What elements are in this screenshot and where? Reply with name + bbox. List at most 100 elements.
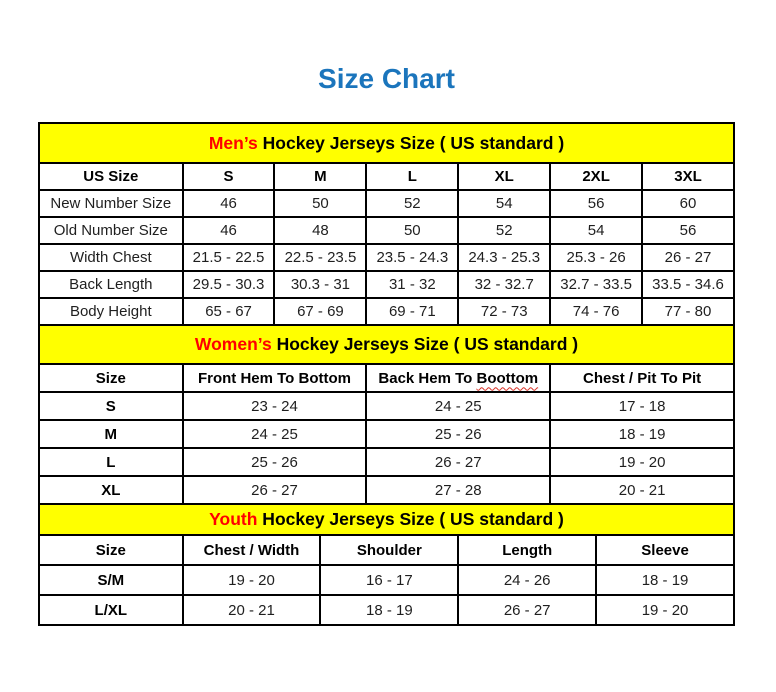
table-youth: Youth Hockey Jerseys Size ( US standard … [38, 503, 735, 626]
mens-row-label-3: Back Length [38, 270, 184, 299]
mens-col-header-0: US Size [38, 162, 184, 191]
womens-row-label-2: L [38, 447, 184, 477]
womens-row-label-3: XL [38, 475, 184, 505]
mens-cell-3-0: 29.5 - 30.3 [181, 270, 276, 299]
youth-cell-1-0: 20 - 21 [181, 594, 322, 626]
youth-cell-1-3: 19 - 20 [595, 594, 735, 626]
youth-section-heading: Youth Hockey Jerseys Size ( US standard … [38, 503, 735, 536]
womens-row-1: M 24 - 25 25 - 26 18 - 19 [38, 419, 735, 449]
mens-cell-4-2: 69 - 71 [365, 297, 460, 326]
womens-cell-0-1: 24 - 25 [365, 391, 552, 421]
page-title: Size Chart [318, 63, 455, 94]
womens-misspelled-word: Boottom [476, 369, 539, 387]
mens-cell-3-1: 30.3 - 31 [273, 270, 368, 299]
mens-cell-1-4: 54 [549, 216, 644, 245]
table-womens: Women’s Hockey Jerseys Size ( US standar… [38, 324, 735, 505]
womens-heading-row: Women’s Hockey Jerseys Size ( US standar… [38, 324, 735, 365]
mens-cell-2-4: 25.3 - 26 [549, 243, 644, 272]
mens-row-label-0: New Number Size [38, 189, 184, 218]
youth-cell-0-3: 18 - 19 [595, 564, 735, 596]
mens-cell-2-1: 22.5 - 23.5 [273, 243, 368, 272]
mens-col-header-2: M [273, 162, 368, 191]
youth-row-label-0: S/M [38, 564, 184, 596]
youth-col-header-3: Length [457, 534, 598, 566]
mens-cell-1-2: 50 [365, 216, 460, 245]
womens-cell-3-1: 27 - 28 [365, 475, 552, 505]
mens-header-row: US Size S M L XL 2XL 3XL [38, 162, 735, 191]
mens-col-header-5: 2XL [549, 162, 644, 191]
mens-cell-0-5: 60 [641, 189, 735, 218]
womens-row-0: S 23 - 24 24 - 25 17 - 18 [38, 391, 735, 421]
womens-section-heading: Women’s Hockey Jerseys Size ( US standar… [38, 324, 735, 365]
mens-col-header-6: 3XL [641, 162, 735, 191]
mens-cell-2-3: 24.3 - 25.3 [457, 243, 552, 272]
womens-cell-2-1: 26 - 27 [365, 447, 552, 477]
mens-cell-4-1: 67 - 69 [273, 297, 368, 326]
mens-cell-3-5: 33.5 - 34.6 [641, 270, 735, 299]
mens-row-label-2: Width Chest [38, 243, 184, 272]
mens-section-heading: Men’s Hockey Jerseys Size ( US standard … [38, 122, 735, 164]
youth-heading-row: Youth Hockey Jerseys Size ( US standard … [38, 503, 735, 536]
mens-cell-1-5: 56 [641, 216, 735, 245]
mens-row-3: Back Length 29.5 - 30.3 30.3 - 31 31 - 32 32… [38, 270, 735, 299]
womens-col-header-3: Chest / Pit To Pit [549, 363, 735, 393]
size-chart-tables: Men’s Hockey Jerseys Size ( US standard … [38, 122, 735, 626]
youth-header-row: Size Chest / Width Shoulder Length Sleeve [38, 534, 735, 566]
womens-header-row: Size Front Hem To Bottom Back Hem To Boott… [38, 363, 735, 393]
mens-row-1: Old Number Size 46 48 50 52 54 56 [38, 216, 735, 245]
mens-cell-0-0: 46 [181, 189, 276, 218]
mens-row-0: New Number Size 46 50 52 54 56 60 [38, 189, 735, 218]
youth-row-0: S/M 19 - 20 16 - 17 24 - 26 18 - 19 [38, 564, 735, 596]
youth-col-header-4: Sleeve [595, 534, 735, 566]
mens-cell-3-3: 32 - 32.7 [457, 270, 552, 299]
mens-cell-1-1: 48 [273, 216, 368, 245]
mens-row-4: Body Height 65 - 67 67 - 69 69 - 71 72 - 73 7… [38, 297, 735, 326]
youth-cell-0-2: 24 - 26 [457, 564, 598, 596]
womens-cell-2-2: 19 - 20 [549, 447, 735, 477]
mens-cell-3-2: 31 - 32 [365, 270, 460, 299]
womens-row-2: L 25 - 26 26 - 27 19 - 20 [38, 447, 735, 477]
womens-cell-3-0: 26 - 27 [181, 475, 368, 505]
womens-row-3: XL 26 - 27 27 - 28 20 - 21 [38, 475, 735, 505]
mens-cell-4-0: 65 - 67 [181, 297, 276, 326]
womens-cell-1-2: 18 - 19 [549, 419, 735, 449]
mens-cell-0-4: 56 [549, 189, 644, 218]
youth-cell-0-1: 16 - 17 [319, 564, 460, 596]
womens-cell-0-2: 17 - 18 [549, 391, 735, 421]
womens-cell-3-2: 20 - 21 [549, 475, 735, 505]
mens-cell-0-3: 54 [457, 189, 552, 218]
youth-cell-1-2: 26 - 27 [457, 594, 598, 626]
mens-col-header-3: L [365, 162, 460, 191]
womens-cell-1-1: 25 - 26 [365, 419, 552, 449]
mens-cell-0-2: 52 [365, 189, 460, 218]
mens-row-label-1: Old Number Size [38, 216, 184, 245]
womens-cell-2-0: 25 - 26 [181, 447, 368, 477]
mens-cell-0-1: 50 [273, 189, 368, 218]
mens-cell-2-2: 23.5 - 24.3 [365, 243, 460, 272]
youth-col-header-1: Chest / Width [181, 534, 322, 566]
womens-cell-1-0: 24 - 25 [181, 419, 368, 449]
mens-row-2: Width Chest 21.5 - 22.5 22.5 - 23.5 23.5 - … [38, 243, 735, 272]
youth-row-label-1: L/XL [38, 594, 184, 626]
mens-col-header-4: XL [457, 162, 552, 191]
womens-row-label-0: S [38, 391, 184, 421]
womens-col-header-2: Back Hem To Boottom [365, 363, 552, 393]
mens-cell-4-4: 74 - 76 [549, 297, 644, 326]
youth-heading-text: Hockey Jerseys Size ( US standard ) [257, 509, 564, 529]
mens-cell-2-5: 26 - 27 [641, 243, 735, 272]
youth-row-1: L/XL 20 - 21 18 - 19 26 - 27 19 - 20 [38, 594, 735, 626]
youth-cell-1-1: 18 - 19 [319, 594, 460, 626]
womens-col-header-1: Front Hem To Bottom [181, 363, 368, 393]
mens-cell-4-3: 72 - 73 [457, 297, 552, 326]
mens-heading-accent: Men’s [208, 132, 258, 153]
youth-cell-0-0: 19 - 20 [181, 564, 322, 596]
womens-col-header-0: Size [38, 363, 184, 393]
mens-cell-1-3: 52 [457, 216, 552, 245]
mens-col-header-1: S [181, 162, 276, 191]
mens-cell-1-0: 46 [181, 216, 276, 245]
table-mens: Men’s Hockey Jerseys Size ( US standard … [38, 122, 735, 326]
mens-heading-row: Men’s Hockey Jerseys Size ( US standard … [38, 122, 735, 164]
youth-heading-accent: Youth [209, 509, 258, 529]
womens-heading-accent: Women’s [194, 334, 272, 354]
mens-cell-4-5: 77 - 80 [641, 297, 735, 326]
